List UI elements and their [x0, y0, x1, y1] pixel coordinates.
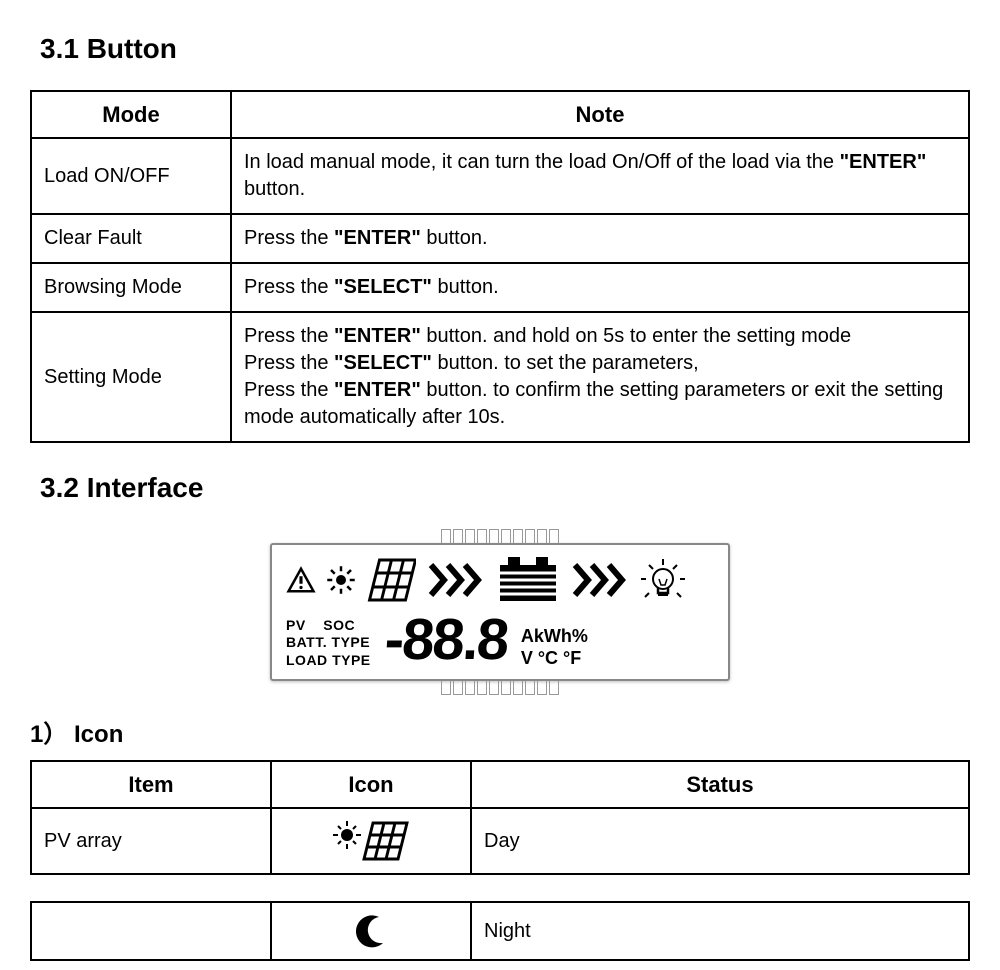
cell-status: Night — [471, 902, 969, 960]
table-row: Browsing ModePress the "SELECT" button. — [31, 263, 969, 312]
cell-item — [31, 902, 271, 960]
cell-mode: Browsing Mode — [31, 263, 231, 312]
moon-icon — [349, 913, 393, 949]
cell-mode: Clear Fault — [31, 214, 231, 263]
solar-panel-icon — [366, 558, 416, 602]
cell-status: Day — [471, 808, 969, 874]
th-icon: Icon — [271, 761, 471, 809]
icon-subheading: 1） Icon — [30, 719, 970, 751]
cell-note: Press the "SELECT" button. — [231, 263, 969, 312]
th-note: Note — [231, 91, 969, 139]
lcd-icon-row — [286, 555, 714, 605]
lcd-units: AkWh% V °C °F — [521, 626, 588, 669]
lcd-frame: PV SOC BATT. TYPE LOAD TYPE -88.8 AkWh% … — [270, 543, 730, 681]
cell-icon — [271, 808, 471, 874]
cell-note: Press the "ENTER" button. and hold on 5s… — [231, 312, 969, 442]
cell-item: PV array — [31, 808, 271, 874]
cell-mode: Setting Mode — [31, 312, 231, 442]
lcd-connector-bottom — [270, 681, 730, 695]
th-status: Status — [471, 761, 969, 809]
cell-mode: Load ON/OFF — [31, 138, 231, 214]
warning-icon — [286, 565, 316, 595]
lcd-diagram: PV SOC BATT. TYPE LOAD TYPE -88.8 AkWh% … — [270, 529, 730, 695]
section-interface-heading: 3.2 Interface — [40, 469, 970, 507]
sun-panel-icon — [333, 819, 409, 863]
section-button-heading: 3.1 Button — [40, 30, 970, 68]
lcd-connector-top — [270, 529, 730, 543]
flow-arrows-icon — [426, 560, 486, 600]
button-mode-table: Mode Note Load ON/OFFIn load manual mode… — [30, 90, 970, 444]
icon-table-row: PV array Day — [31, 808, 969, 874]
light-bulb-icon — [640, 557, 686, 603]
table-row: Setting ModePress the "ENTER" button. an… — [31, 312, 969, 442]
th-item: Item — [31, 761, 271, 809]
battery-icon — [496, 555, 560, 605]
cell-icon — [271, 902, 471, 960]
table-row: Clear FaultPress the "ENTER" button. — [31, 214, 969, 263]
icon-table-2: Night — [30, 901, 970, 961]
lcd-digits: -88.8 — [383, 611, 509, 669]
cell-note: Press the "ENTER" button. — [231, 214, 969, 263]
flow-arrows-icon-2 — [570, 560, 630, 600]
icon-table: Item Icon Status PV array Day — [30, 760, 970, 876]
cell-note: In load manual mode, it can turn the loa… — [231, 138, 969, 214]
lcd-side-labels: PV SOC BATT. TYPE LOAD TYPE — [286, 617, 371, 670]
th-mode: Mode — [31, 91, 231, 139]
table-row: Load ON/OFFIn load manual mode, it can t… — [31, 138, 969, 214]
sun-icon — [326, 565, 356, 595]
icon-table-row: Night — [31, 902, 969, 960]
